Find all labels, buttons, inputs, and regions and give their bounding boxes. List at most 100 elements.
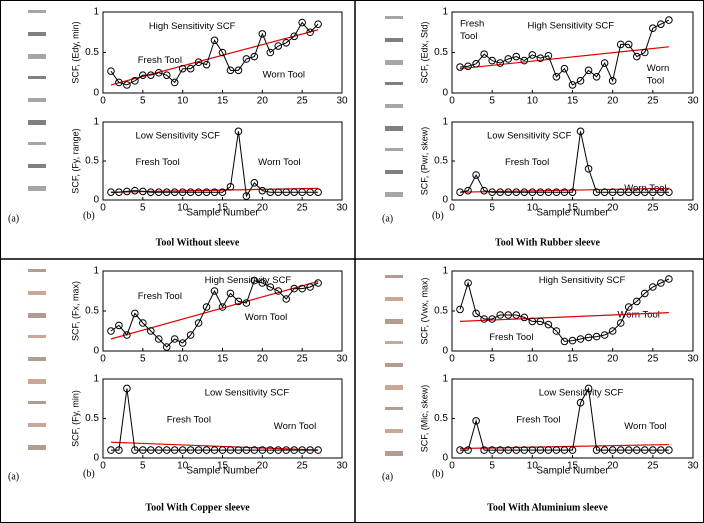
y-tick-label: 0 [93, 346, 99, 357]
data-point [274, 446, 283, 454]
data-point [226, 289, 235, 298]
data-point [178, 446, 187, 454]
data-point [584, 333, 593, 342]
chart-label: (b) [432, 210, 444, 221]
data-point [178, 188, 187, 196]
data-point [592, 446, 601, 454]
x-tick-label: 0 [100, 203, 106, 214]
data-point [210, 287, 219, 295]
data-point [657, 20, 665, 28]
data-point [170, 188, 179, 196]
data-point [139, 319, 147, 327]
chart-label: (b) [432, 468, 444, 479]
data-point [576, 77, 585, 85]
tool-image-strip [28, 445, 46, 450]
y-tick-label: 1 [93, 117, 99, 128]
data-point [131, 446, 139, 454]
data-point [560, 188, 569, 196]
x-tick-label: 10 [177, 461, 189, 472]
data-point [496, 59, 505, 67]
y-axis-label: SCF, (Fy, range) [70, 128, 80, 193]
tool-image-strip [385, 38, 403, 42]
data-point [568, 336, 577, 345]
x-tick-label: 0 [100, 461, 106, 472]
x-tick-label: 5 [489, 96, 495, 107]
data-point [123, 331, 131, 339]
x-tick-label: 30 [336, 354, 348, 365]
data-point [258, 30, 267, 38]
data-point [147, 446, 155, 454]
data-point [536, 317, 545, 326]
annotation: High Sensitivity SCF [528, 20, 615, 31]
data-point [194, 188, 203, 196]
data-point [147, 327, 155, 335]
data-point [274, 287, 283, 295]
data-point [226, 66, 235, 75]
data-point [250, 446, 259, 454]
y-axis-label: SCF, (Vwx, max) [419, 277, 429, 344]
data-point [162, 71, 171, 79]
x-tick-label: 15 [567, 96, 579, 107]
data-point [258, 446, 267, 454]
y-tick-label: 0.5 [434, 156, 448, 167]
data-point [544, 320, 553, 329]
data-point [226, 182, 235, 191]
x-axis-label: Sample Number [536, 466, 609, 477]
y-axis-label: SCF, (Fy, min) [70, 390, 80, 447]
x-tick-label: 25 [647, 203, 659, 214]
data-point [665, 188, 673, 196]
x-tick-label: 10 [527, 96, 539, 107]
data-point [298, 446, 306, 454]
data-point [536, 54, 545, 62]
data-point [528, 317, 537, 326]
data-point [314, 279, 322, 287]
tool-image-strip [385, 407, 403, 410]
data-point [512, 52, 521, 61]
y-tick-label: 0.5 [434, 413, 448, 424]
data-point [107, 188, 115, 196]
tool-image-strip [385, 126, 403, 131]
data-point [314, 188, 322, 196]
data-point [480, 315, 488, 323]
data-point [456, 188, 464, 196]
x-tick-label: 20 [257, 96, 269, 107]
annotation: Tool [460, 31, 477, 42]
y-axis-label: SCF, (Pwr, skew) [419, 127, 429, 196]
annotation: Worn Tool [618, 310, 660, 321]
x-tick-label: 20 [607, 354, 619, 365]
y-tick-label: 0.5 [434, 47, 448, 58]
y-tick-label: 0 [93, 88, 99, 99]
data-point [657, 188, 665, 196]
x-axis-label: Sample Number [186, 208, 259, 219]
y-tick-label: 0.5 [85, 47, 99, 58]
data-point [608, 188, 617, 196]
panel-caption: Tool With Copper sleeve [145, 502, 250, 513]
data-point [600, 331, 609, 339]
data-point [512, 188, 521, 196]
data-point [242, 55, 251, 63]
data-point [306, 283, 314, 291]
data-point [107, 327, 115, 335]
data-point [107, 67, 115, 75]
data-point [584, 384, 593, 393]
data-point [202, 446, 211, 454]
data-point [147, 71, 155, 79]
annotation: High Sensitivity SCF [149, 21, 236, 32]
data-point [250, 276, 259, 285]
data-point [608, 77, 617, 85]
data-point [480, 186, 488, 195]
data-point [584, 66, 593, 75]
data-point [123, 81, 131, 89]
data-point [298, 18, 306, 27]
data-point [154, 68, 163, 77]
data-point [218, 446, 227, 454]
x-tick-label: 0 [100, 354, 106, 365]
data-point [576, 398, 585, 407]
data-point [552, 73, 561, 81]
annotation: Fresh [460, 19, 484, 30]
annotation: Fresh Tool [136, 157, 180, 168]
x-tick-label: 5 [489, 203, 495, 214]
annotation: High Sensitivity SCF [205, 275, 292, 286]
x-tick-label: 15 [217, 96, 229, 107]
